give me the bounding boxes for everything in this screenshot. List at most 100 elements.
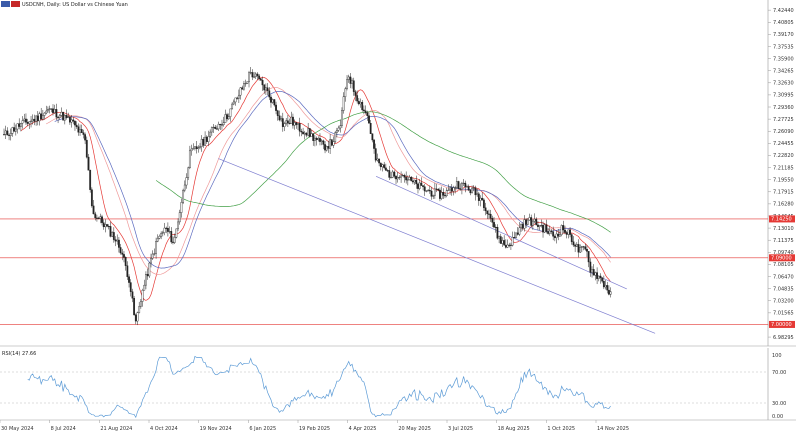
candle-body: [415, 179, 418, 185]
candle-body: [101, 216, 103, 223]
candle-body: [591, 269, 593, 273]
candle-body: [145, 273, 147, 286]
level-tag-bg: [769, 215, 795, 223]
candle-body: [401, 175, 404, 177]
candle-body: [14, 128, 17, 132]
candle-body: [124, 257, 127, 266]
candle-body: [538, 225, 541, 227]
channel-lower-line: [218, 158, 656, 334]
candle-body: [395, 176, 397, 180]
candle-body: [542, 225, 544, 233]
candle-body: [134, 314, 137, 322]
time-axis-ticks: 30 May 2024 8 Jul 2024 21 Aug 2024 4 Oct 20…: [0, 420, 629, 432]
candle-body: [229, 108, 232, 117]
candle-body: [428, 189, 431, 192]
candle-body: [286, 120, 289, 124]
price-tick-label: 7.30995: [773, 93, 794, 99]
candle-body: [129, 282, 132, 292]
price-tick-label: 7.01565: [773, 311, 794, 317]
rsi-tick-30: 30.00: [772, 401, 786, 407]
candle-body: [109, 226, 112, 237]
candle-body: [493, 222, 495, 228]
candle-body: [339, 125, 342, 129]
chart-header: USDCNH, Daily: US Dollar vs Chinese Yuan: [1, 1, 128, 8]
candle-body: [292, 116, 294, 126]
candle-body: [369, 123, 372, 134]
candle-body: [246, 81, 249, 84]
candle-body: [278, 115, 281, 121]
candle-body: [52, 108, 54, 113]
candle-body: [194, 146, 196, 149]
candle-body: [533, 218, 536, 222]
candle-body: [528, 217, 531, 221]
candle-body: [371, 133, 374, 141]
price-tick-label: 7.03200: [773, 299, 794, 305]
candle-body: [582, 246, 585, 248]
candle-body: [68, 116, 71, 123]
candle-body: [38, 113, 41, 122]
candle-body: [575, 244, 578, 247]
candle-body: [40, 113, 43, 120]
candle-body: [366, 112, 369, 116]
candle-body: [579, 247, 582, 253]
candle-body: [548, 230, 551, 234]
candle-body: [107, 225, 110, 227]
candle-body: [450, 187, 453, 192]
candle-body: [170, 231, 173, 243]
candle-body: [396, 177, 399, 180]
candle-body: [23, 118, 26, 121]
candle-body: [368, 115, 370, 124]
candle-body: [273, 99, 276, 106]
candle-body: [577, 244, 580, 253]
candle-body: [258, 75, 261, 79]
candle-body: [520, 224, 522, 229]
candle-body: [63, 114, 66, 121]
candle-body: [476, 193, 479, 196]
candle-body: [432, 195, 435, 197]
time-tick-label: 14 Nov 2025: [597, 426, 629, 432]
candle-body: [363, 109, 365, 112]
candle-body: [283, 123, 286, 127]
candle-body: [9, 133, 12, 136]
price-tick-label: 7.37535: [773, 44, 794, 50]
candle-body: [270, 96, 272, 103]
candle-body: [606, 285, 609, 291]
candle-body: [560, 225, 563, 236]
time-tick-label: 30 May 2024: [1, 426, 34, 432]
candle-body: [183, 184, 186, 191]
candle-body: [205, 136, 208, 142]
candle-body: [259, 78, 262, 81]
candle-body: [481, 197, 484, 201]
candle-body: [474, 187, 477, 196]
candle-body: [545, 224, 548, 232]
candle-body: [569, 229, 571, 235]
candle-body: [329, 139, 332, 149]
candle-body: [455, 181, 458, 188]
candle-body: [19, 122, 22, 127]
time-tick-label: 20 May 2025: [398, 426, 431, 432]
candle-body: [567, 229, 570, 235]
candle-body: [116, 239, 119, 242]
candle-body: [160, 232, 163, 237]
time-tick-label: 6 Jan 2025: [249, 426, 276, 432]
price-tick-label: 7.42440: [773, 8, 794, 14]
candle-body: [41, 115, 44, 120]
candle-body: [503, 240, 506, 246]
candle-body: [540, 225, 543, 227]
candle-body: [204, 136, 206, 146]
candle-body: [347, 76, 350, 80]
candle-body: [410, 177, 413, 182]
rsi-tick-100: 100: [772, 353, 782, 359]
candle-body: [574, 244, 577, 247]
candle-body: [128, 276, 130, 283]
candle-body: [452, 187, 455, 192]
candle-body: [425, 190, 428, 192]
candle-body: [114, 239, 117, 242]
candle-body: [231, 103, 234, 110]
candle-body: [31, 118, 34, 122]
candle-body: [330, 139, 333, 146]
candle-body: [510, 244, 512, 246]
candle-body: [158, 236, 161, 239]
time-tick-label: 3 Jul 2025: [448, 426, 473, 432]
